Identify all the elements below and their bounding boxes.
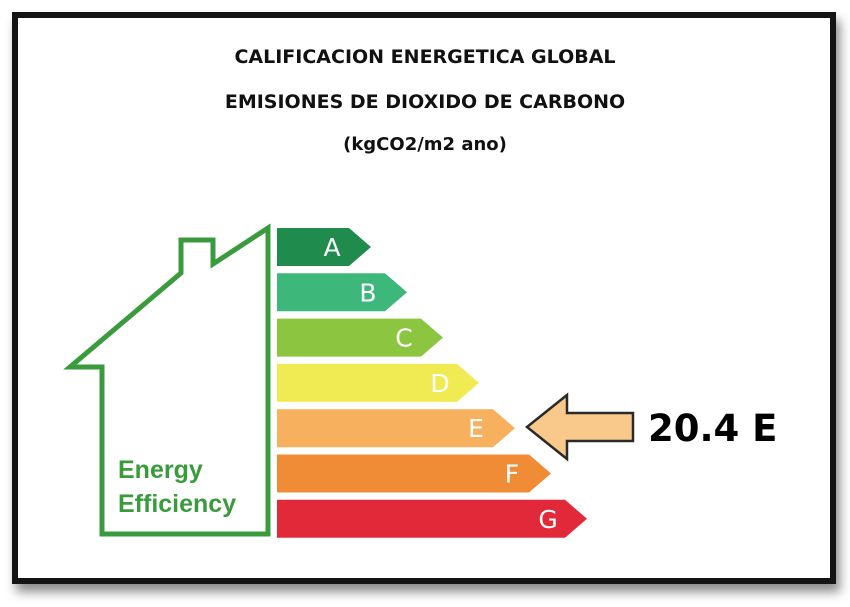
band-b <box>277 273 407 312</box>
band-letter-c: C <box>395 324 412 353</box>
band-e <box>277 409 515 448</box>
unit-label: (kgCO2/m2 ano) <box>343 134 507 155</box>
band-letter-f: F <box>505 460 519 489</box>
band-letter-b: B <box>359 278 376 307</box>
band-g <box>277 499 587 538</box>
band-letter-d: D <box>430 369 449 398</box>
title-line-1: CALIFICACION ENERGETICA GLOBAL <box>234 46 616 68</box>
band-c <box>277 318 443 357</box>
house-label-line-1: Energy <box>118 456 203 484</box>
band-a <box>277 228 371 266</box>
rating-value: 20.4 E <box>648 407 777 450</box>
title-line-2: EMISIONES DE DIOXIDO DE CARBONO <box>224 91 626 113</box>
band-d <box>277 363 479 402</box>
left-arrow-icon <box>524 392 635 462</box>
band-letter-e: E <box>468 414 484 443</box>
band-f <box>277 454 551 493</box>
house-label-line-2: Efficiency <box>118 490 236 518</box>
band-letter-a: A <box>323 233 340 262</box>
band-letter-g: G <box>538 505 557 534</box>
house-outline <box>63 223 271 537</box>
